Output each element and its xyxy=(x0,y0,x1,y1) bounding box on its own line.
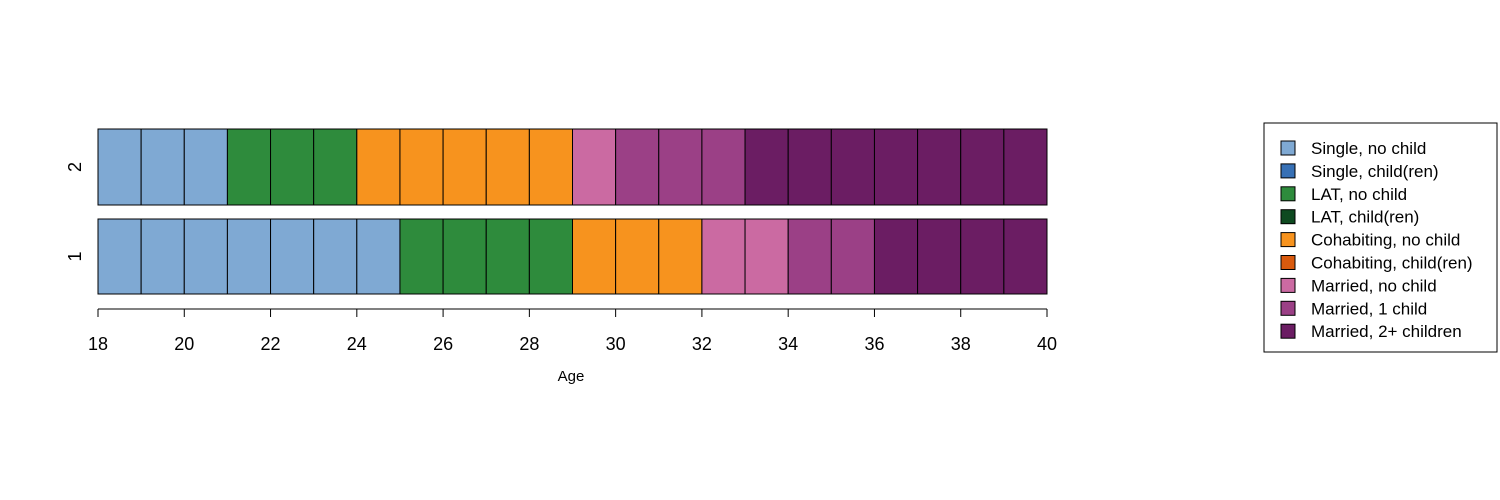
x-tick-label: 20 xyxy=(174,334,194,354)
legend-label: Cohabiting, no child xyxy=(1311,231,1460,250)
y-tick-label: 2 xyxy=(65,162,85,172)
sequence-cell xyxy=(270,218,315,295)
sequence-cell xyxy=(270,128,315,206)
x-tick-label: 36 xyxy=(864,334,884,354)
sequence-cell xyxy=(572,128,617,206)
x-axis-title: Age xyxy=(558,368,585,385)
sequence-cell xyxy=(485,128,530,206)
legend-item: Single, no child xyxy=(1280,139,1426,158)
legend-label: LAT, no child xyxy=(1311,185,1407,204)
legend-label: Married, 1 child xyxy=(1311,299,1427,318)
legend-label: Single, child(ren) xyxy=(1311,162,1439,181)
sequence-cell xyxy=(313,128,358,206)
sequence-cell xyxy=(226,218,272,295)
sequence-cell xyxy=(572,218,617,295)
sequence-cell xyxy=(701,128,746,206)
y-tick-label: 1 xyxy=(65,251,85,261)
legend-swatch xyxy=(1280,232,1296,248)
legend-label: Married, no child xyxy=(1311,276,1437,295)
legend-label: LAT, child(ren) xyxy=(1311,208,1419,227)
x-axis: 18 20 22 24 26 28 30 32 34 36 38 40 xyxy=(88,308,1057,354)
sequence-cell xyxy=(183,218,228,295)
sequence-cell xyxy=(615,128,660,206)
sequence-cell xyxy=(528,128,574,206)
legend-label: Single, no child xyxy=(1311,139,1426,158)
legend-item: Single, child(ren) xyxy=(1280,162,1439,181)
sequence-cell xyxy=(830,128,875,206)
legend-label: Married, 2+ children xyxy=(1311,322,1462,341)
legend-swatch xyxy=(1280,323,1296,339)
legend-box xyxy=(1263,122,1498,353)
legend-item: Married, 2+ children xyxy=(1280,322,1462,341)
legend-swatch xyxy=(1280,186,1296,202)
x-tick-label: 22 xyxy=(261,334,281,354)
sequence-cell xyxy=(97,128,142,206)
sequence-cell xyxy=(399,128,444,206)
sequence-cell xyxy=(442,218,487,295)
legend-swatch xyxy=(1280,163,1296,179)
sequence-cell xyxy=(658,218,703,295)
sequence-row-1 xyxy=(97,218,1048,295)
x-tick-label: 40 xyxy=(1037,334,1057,354)
legend-swatch xyxy=(1280,255,1296,270)
sequence-cell xyxy=(744,218,789,295)
sequence-row-2 xyxy=(97,128,1048,206)
sequence-cell xyxy=(485,218,530,295)
sequence-cell xyxy=(744,128,789,206)
x-tick-label: 38 xyxy=(951,334,971,354)
sequence-cell xyxy=(140,128,185,206)
sequence-cell xyxy=(960,218,1005,295)
legend-item: Married, no child xyxy=(1280,276,1437,295)
legend: Single, no child Single, child(ren) LAT, n… xyxy=(1263,122,1498,353)
sequence-cell xyxy=(960,128,1005,206)
legend-item: Cohabiting, child(ren) xyxy=(1280,254,1473,273)
sequence-cell xyxy=(356,128,401,206)
sequence-cell xyxy=(615,218,660,295)
sequence-cell xyxy=(399,218,444,295)
legend-item: LAT, no child xyxy=(1280,185,1407,204)
sequence-cell xyxy=(873,218,919,295)
x-tick-label: 18 xyxy=(88,334,108,354)
sequence-cell xyxy=(830,218,875,295)
sequence-cell xyxy=(787,218,832,295)
legend-item: Cohabiting, no child xyxy=(1280,231,1460,250)
sequence-cell xyxy=(917,218,962,295)
legend-swatch xyxy=(1280,140,1296,156)
x-tick-label: 30 xyxy=(606,334,626,354)
x-tick-label: 34 xyxy=(778,334,798,354)
x-tick-label: 26 xyxy=(433,334,453,354)
sequence-cell xyxy=(183,128,228,206)
sequence-cell xyxy=(97,218,142,295)
sequence-cell xyxy=(313,218,358,295)
legend-swatch xyxy=(1280,209,1296,225)
sequence-cell xyxy=(226,128,272,206)
legend-item: Married, 1 child xyxy=(1280,299,1427,318)
legend-item: LAT, child(ren) xyxy=(1280,208,1419,227)
sequence-cell xyxy=(787,128,832,206)
legend-swatch xyxy=(1280,300,1296,316)
x-tick-label: 24 xyxy=(347,334,367,354)
sequence-cell xyxy=(701,218,746,295)
sequence-cell xyxy=(1003,128,1048,206)
sequence-cell xyxy=(1003,218,1048,295)
x-tick-label: 28 xyxy=(519,334,539,354)
sequence-cell xyxy=(917,128,962,206)
y-axis-labels: 12 xyxy=(65,162,85,262)
sequence-cell xyxy=(442,128,487,206)
sequence-cell xyxy=(873,128,919,206)
legend-swatch xyxy=(1280,277,1296,293)
sequence-cell xyxy=(658,128,703,206)
legend-label: Cohabiting, child(ren) xyxy=(1311,254,1473,273)
sequence-cell xyxy=(140,218,185,295)
x-tick-label: 32 xyxy=(692,334,712,354)
sequence-cell xyxy=(356,218,401,295)
sequence-rows xyxy=(97,128,1048,295)
sequence-cell xyxy=(528,218,574,295)
